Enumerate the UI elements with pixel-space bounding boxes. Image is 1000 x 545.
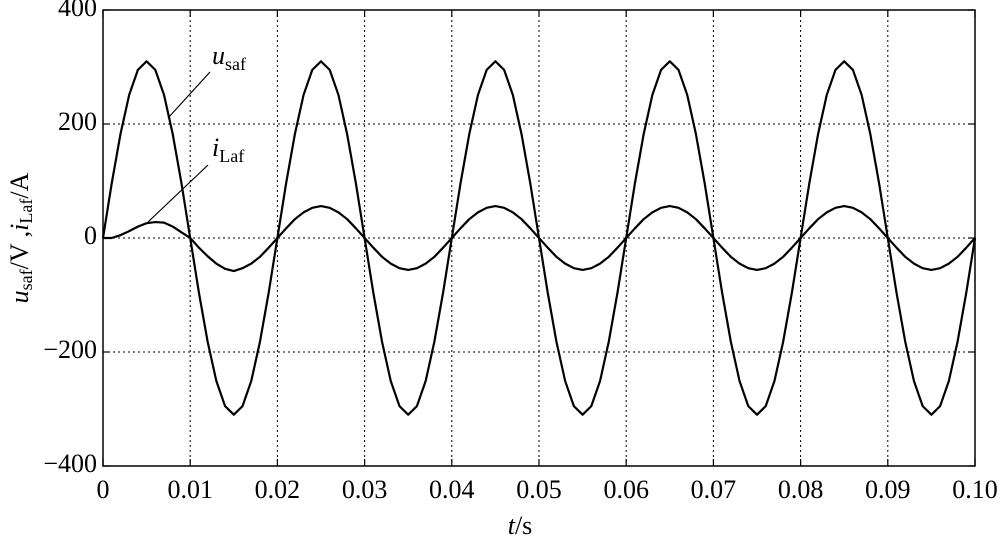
- annotation-sub: Laf: [219, 146, 244, 166]
- y-label-part: /V ,: [5, 231, 34, 270]
- x-tick-label: 0.06: [603, 475, 649, 504]
- leader-line: [147, 164, 209, 223]
- y-label-part: /A: [5, 172, 34, 198]
- x-tick-label: 0.09: [865, 475, 911, 504]
- y-label-part: i: [5, 224, 34, 231]
- y-axis-label: usaf/V ,iLaf/A: [5, 172, 36, 303]
- x-tick-label: 0.05: [516, 475, 562, 504]
- y-label-part: saf: [16, 269, 36, 290]
- x-tick-label: 0.02: [255, 475, 301, 504]
- x-tick-label: 0.08: [778, 475, 824, 504]
- x-tick-label: 0.03: [342, 475, 388, 504]
- y-tick-label: 200: [58, 107, 97, 136]
- x-tick-label: 0.07: [691, 475, 737, 504]
- x-tick-label: 0: [97, 475, 110, 504]
- annotation: iLaf: [212, 133, 244, 166]
- y-tick-label: 400: [58, 0, 97, 22]
- y-tick-label: −400: [43, 449, 97, 478]
- y-label-part: Laf: [16, 199, 36, 224]
- series-line: [103, 204, 976, 273]
- x-label-var: t: [508, 511, 516, 540]
- x-tick-label: 0.01: [167, 475, 213, 504]
- y-label-part: u: [5, 290, 34, 303]
- y-tick-label: −200: [43, 335, 97, 364]
- x-tick-label: 0.10: [952, 475, 998, 504]
- annotation: usaf: [212, 41, 246, 74]
- x-tick-label: 0.04: [429, 475, 475, 504]
- annotation-sub: saf: [225, 54, 246, 74]
- annotation-text: i: [212, 133, 219, 162]
- annotation-text: u: [212, 41, 225, 70]
- y-tick-label: 0: [84, 221, 97, 250]
- x-label-unit: /s: [515, 511, 532, 540]
- x-axis-label: t/s: [508, 511, 533, 540]
- leader-line: [167, 71, 211, 119]
